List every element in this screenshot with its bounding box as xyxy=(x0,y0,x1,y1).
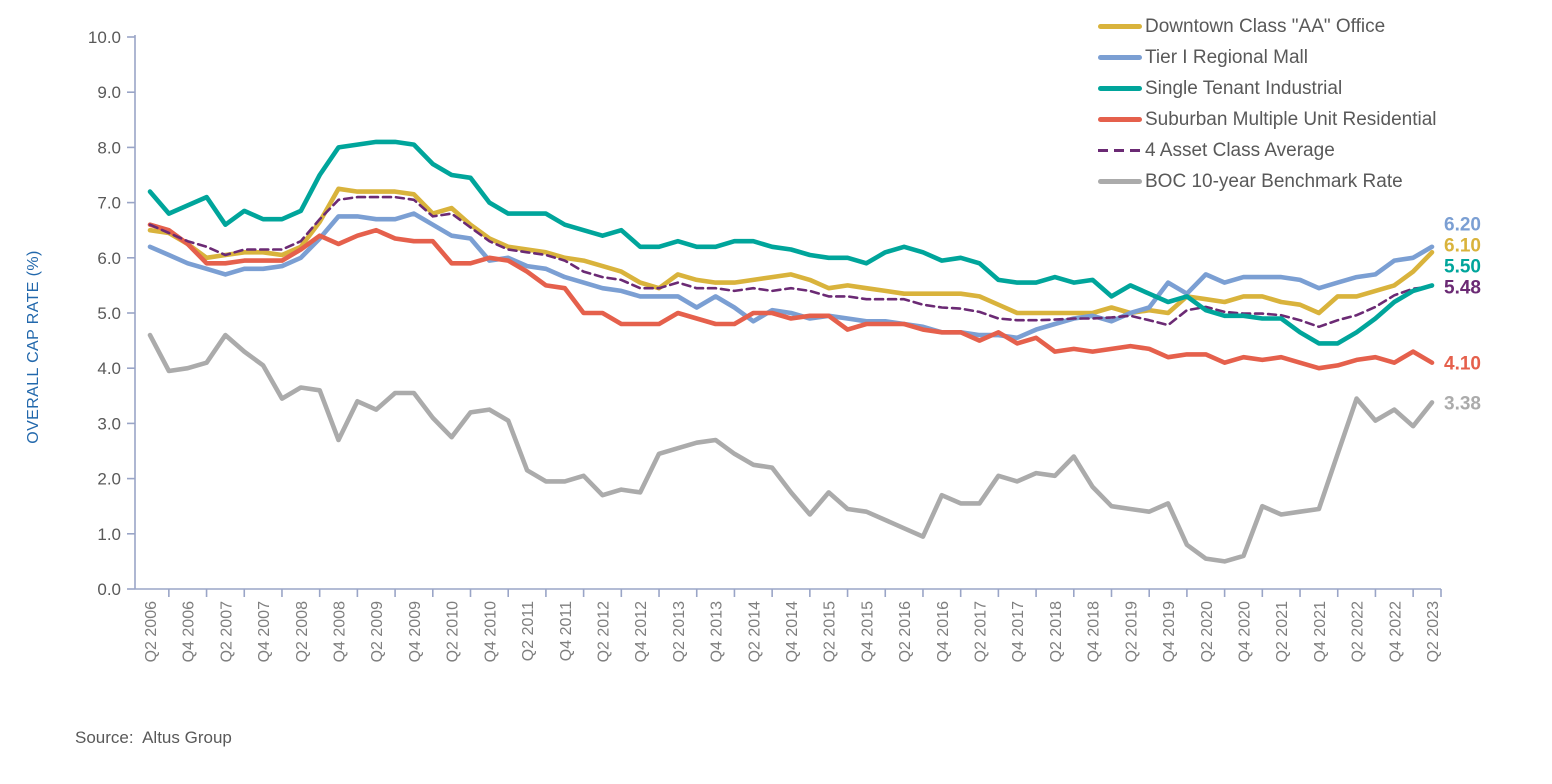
x-tick-label: Q2 2010 xyxy=(445,601,462,662)
legend-item-6: BOC 10-year Benchmark Rate xyxy=(1098,171,1437,192)
end-value-label: 6.20 xyxy=(1444,215,1481,236)
legend-swatch-icon xyxy=(1098,149,1142,152)
series-line-3 xyxy=(147,139,1435,346)
x-tick-label: Q2 2018 xyxy=(1048,601,1065,662)
legend-label: Single Tenant Industrial xyxy=(1145,78,1343,99)
x-tick-label: Q2 2007 xyxy=(218,601,235,662)
legend-swatch-icon xyxy=(1098,86,1142,91)
x-tick-label: Q2 2019 xyxy=(1123,601,1140,662)
x-tick-label: Q4 2020 xyxy=(1236,601,1253,662)
y-tick-label: 7.0 xyxy=(97,194,121,213)
legend-item-3: Single Tenant Industrial xyxy=(1098,78,1437,99)
x-tick-label: Q2 2013 xyxy=(671,601,688,662)
legend-swatch-icon xyxy=(1098,24,1142,29)
x-tick-label: Q4 2011 xyxy=(558,601,575,661)
x-tick-label: Q2 2011 xyxy=(520,601,537,661)
end-value-label: 5.50 xyxy=(1444,257,1481,278)
source-note: Source: Altus Group xyxy=(75,728,232,747)
end-value-label: 4.10 xyxy=(1444,354,1481,375)
x-tick-label: Q2 2021 xyxy=(1274,601,1291,662)
x-tick-label: Q2 2022 xyxy=(1350,601,1367,662)
end-value-label: 3.38 xyxy=(1444,393,1481,414)
series-line-4 xyxy=(147,222,1435,371)
y-tick-label: 1.0 xyxy=(97,525,121,544)
x-tick-label: Q2 2016 xyxy=(897,601,914,662)
y-axis-title: OVERALL CAP RATE (%) xyxy=(25,153,52,444)
end-value-label: 5.48 xyxy=(1444,278,1481,299)
x-tick-label: Q4 2013 xyxy=(709,601,726,662)
legend-item-1: Downtown Class "AA" Office xyxy=(1098,16,1437,37)
y-axis-title-text: OVERALL CAP RATE (%) xyxy=(25,250,42,444)
x-tick-label: Q2 2020 xyxy=(1199,601,1216,662)
legend-label: Suburban Multiple Unit Residential xyxy=(1145,109,1437,130)
x-tick-label: Q4 2018 xyxy=(1086,601,1103,662)
legend-label: Downtown Class "AA" Office xyxy=(1145,16,1386,37)
x-tick-label: Q4 2016 xyxy=(935,601,952,662)
legend-swatch-icon xyxy=(1098,179,1142,184)
legend-item-2: Tier I Regional Mall xyxy=(1098,47,1437,68)
y-tick-label: 8.0 xyxy=(97,138,121,157)
y-tick-label: 0.0 xyxy=(97,580,121,599)
y-tick-label: 6.0 xyxy=(97,249,121,268)
legend-swatch-icon xyxy=(1098,55,1142,60)
legend-swatch-icon xyxy=(1098,117,1142,122)
x-tick-label: Q2 2015 xyxy=(822,601,839,662)
x-tick-label: Q4 2022 xyxy=(1387,601,1404,662)
legend: Downtown Class "AA" Office Tier I Regiona… xyxy=(1098,16,1437,202)
series-line-2 xyxy=(147,211,1435,341)
x-tick-label: Q4 2009 xyxy=(407,601,424,662)
x-tick-label: Q2 2014 xyxy=(746,601,763,662)
series-line-5 xyxy=(148,195,1434,329)
legend-label: 4 Asset Class Average xyxy=(1145,140,1335,161)
series-line-1 xyxy=(147,186,1435,316)
x-tick-label: Q4 2019 xyxy=(1161,601,1178,662)
x-tick-label: Q4 2010 xyxy=(482,601,499,662)
legend-label: BOC 10-year Benchmark Rate xyxy=(1145,171,1403,192)
x-tick-label: Q2 2017 xyxy=(973,601,990,662)
series-line-6 xyxy=(147,332,1435,564)
x-tick-label: Q4 2007 xyxy=(256,601,273,662)
x-tick-label: Q4 2017 xyxy=(1010,601,1027,662)
x-tick-label: Q4 2006 xyxy=(181,601,198,662)
x-tick-label: Q4 2021 xyxy=(1312,601,1329,662)
x-tick-label: Q2 2023 xyxy=(1425,601,1442,662)
x-tick-label: Q4 2012 xyxy=(633,601,650,662)
x-tick-label: Q4 2008 xyxy=(332,601,349,662)
y-tick-label: 10.0 xyxy=(88,28,121,47)
end-value-label: 6.10 xyxy=(1444,236,1481,257)
legend-item-5: 4 Asset Class Average xyxy=(1098,140,1437,161)
x-tick-label: Q4 2015 xyxy=(859,601,876,662)
y-tick-label: 3.0 xyxy=(97,414,121,433)
x-tick-label: Q2 2006 xyxy=(143,601,160,662)
x-tick-label: Q2 2008 xyxy=(294,601,311,662)
legend-item-4: Suburban Multiple Unit Residential xyxy=(1098,109,1437,130)
y-tick-label: 4.0 xyxy=(97,359,121,378)
y-tick-label: 2.0 xyxy=(97,470,121,489)
y-tick-label: 9.0 xyxy=(97,83,121,102)
x-tick-label: Q2 2009 xyxy=(369,601,386,662)
y-tick-label: 5.0 xyxy=(97,304,121,323)
legend-label: Tier I Regional Mall xyxy=(1145,47,1308,68)
x-tick-label: Q4 2014 xyxy=(784,601,801,662)
x-tick-label: Q2 2012 xyxy=(595,601,612,662)
